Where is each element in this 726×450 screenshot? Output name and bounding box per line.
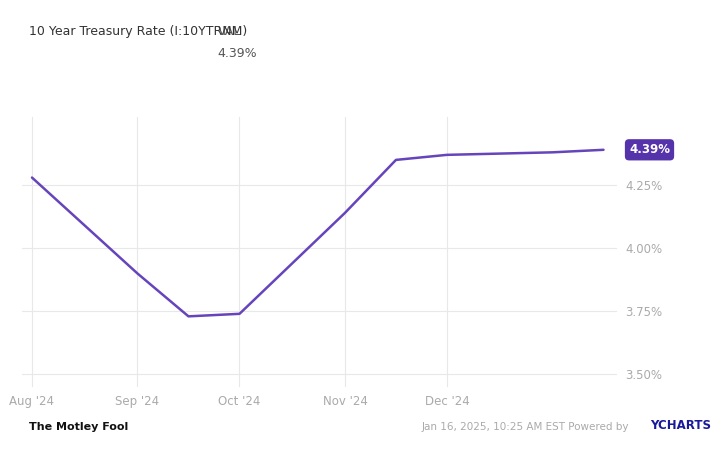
Text: VAL: VAL — [218, 25, 241, 38]
Text: The Motley Fool: The Motley Fool — [29, 422, 129, 432]
Text: 4.39%: 4.39% — [629, 143, 670, 156]
Text: 4.39%: 4.39% — [218, 47, 258, 60]
Text: 10 Year Treasury Rate (I:10YTRNM): 10 Year Treasury Rate (I:10YTRNM) — [29, 25, 248, 38]
Text: Jan 16, 2025, 10:25 AM EST Powered by: Jan 16, 2025, 10:25 AM EST Powered by — [421, 422, 632, 432]
Text: YCHARTS: YCHARTS — [650, 419, 711, 432]
